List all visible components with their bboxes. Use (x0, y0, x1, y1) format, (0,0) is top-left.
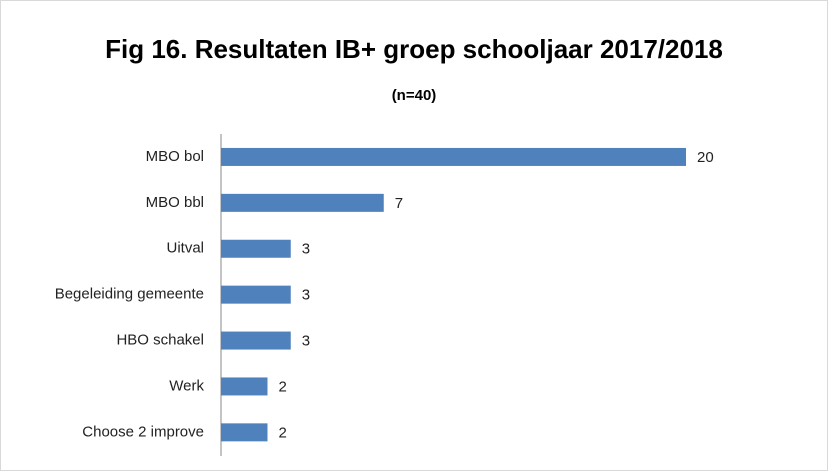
y-tick-label: MBO bbl (146, 194, 204, 211)
y-tick-label: Choose 2 improve (82, 423, 204, 440)
y-tick-label: MBO bol (146, 148, 204, 165)
data-label: 2 (279, 424, 287, 441)
bar (221, 331, 291, 350)
data-label: 3 (302, 287, 310, 304)
chart-subtitle: (n=40) (391, 87, 437, 104)
chart-title: Fig 16. Resultaten IB+ groep schooljaar … (105, 34, 723, 64)
bar (221, 147, 686, 166)
bar (221, 285, 291, 304)
data-label: 7 (395, 195, 403, 212)
bar (221, 193, 384, 212)
data-label: 3 (302, 333, 310, 350)
y-tick-label: Begeleiding gemeente (55, 286, 204, 303)
chart-title-block: Fig 16. Resultaten IB+ groep schooljaar … (94, 28, 734, 117)
bar (221, 377, 268, 396)
data-label: 3 (302, 241, 310, 258)
y-tick-label: Werk (169, 377, 204, 394)
data-label: 20 (697, 149, 714, 166)
y-tick-label: HBO schakel (116, 332, 204, 349)
bar (221, 239, 291, 258)
y-tick-label: Uitval (166, 240, 204, 257)
bar (221, 423, 268, 442)
data-label: 2 (279, 378, 287, 395)
